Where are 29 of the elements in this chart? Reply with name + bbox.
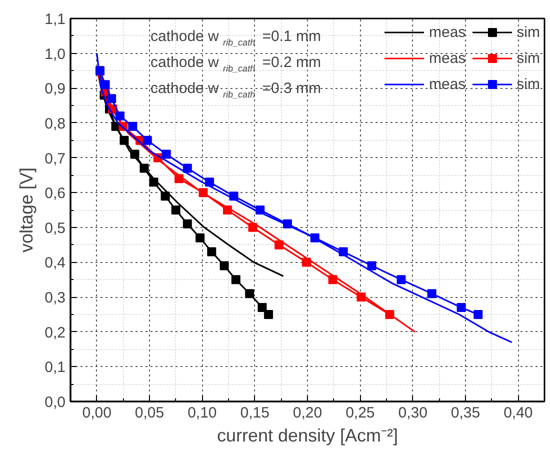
x-tick-label: 0,20 [292,404,322,422]
x-tick-label: 0,30 [398,404,428,422]
y-tick-label: 0,0 [44,394,66,411]
x-axis-title: current density [Acm⁻²] [216,426,398,446]
x-tick-label: 0,10 [188,404,217,422]
y-tick-label: 0,3 [44,290,66,307]
y-tick-label: 0,5 [44,220,66,237]
x-tick-label: 0,05 [134,404,164,422]
x-tick-label: 0,00 [82,404,112,422]
legend-label: sim [516,22,540,42]
x-tick-label: 0,25 [346,404,375,422]
y-tick-label: 0,9 [44,80,66,98]
legend-label: meas [428,22,466,42]
x-tick-label: 0,40 [504,404,533,422]
y-tick-label: 0,2 [44,324,66,342]
y-axis-title: voltage [V] [16,167,37,253]
legend-label: meas [428,74,466,94]
legend-label: sim [516,74,540,94]
y-tick-label: 1,0 [44,46,66,63]
x-tick-label: 0,15 [240,404,270,422]
y-tick-label: 0,7 [44,150,66,168]
y-tick-label: 0,6 [44,185,66,202]
x-tick-label: 0,35 [450,404,480,422]
legend-label: sim [516,48,540,68]
y-tick-label: 1,1 [44,11,66,28]
y-tick-label: 0,8 [44,115,66,132]
legend-label: meas [428,48,466,68]
y-tick-label: 0,4 [44,254,66,272]
y-tick-label: 0,1 [44,359,66,376]
